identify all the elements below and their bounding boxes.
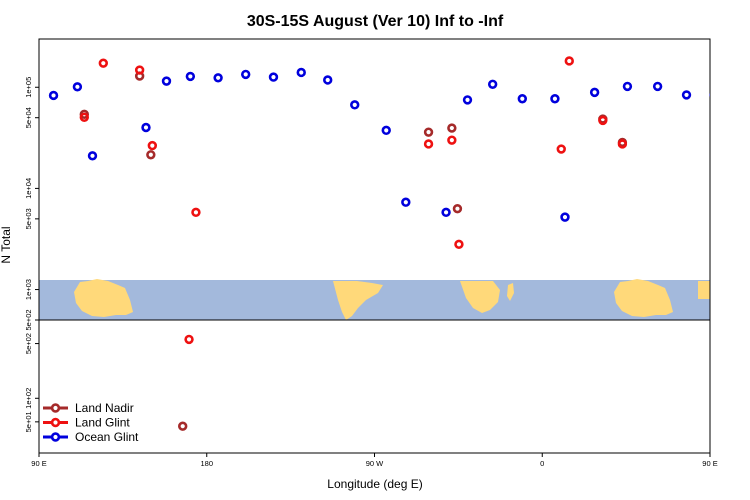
ocean-glint-point <box>381 125 391 136</box>
y-axis-upper: 5e+02 1e+03 5e+03 1e+04 5e+04 1e+05 <box>24 77 39 331</box>
land-glint-point <box>454 239 464 250</box>
ocean-glint-point <box>48 90 59 101</box>
land-glint-point <box>556 144 566 154</box>
x-axis-label: Longitude (deg E) <box>327 477 422 491</box>
y-axis-label: N Total <box>0 226 13 263</box>
land-glint-point <box>447 135 457 145</box>
ocean-glint-point <box>589 87 600 98</box>
x-tick-label: 90 W <box>366 459 384 468</box>
ocean-glint-point <box>185 71 196 82</box>
ocean-glint-point <box>401 197 411 207</box>
legend-swatch-marker <box>50 432 61 442</box>
land-glint-point <box>79 112 89 122</box>
y-tick-label: 1e+02 <box>24 388 33 409</box>
x-tick-label: 180 <box>200 459 213 468</box>
ocean-glint-point <box>141 122 151 133</box>
land-glint-point <box>184 334 194 345</box>
ocean-glint-point <box>652 81 663 92</box>
land-glint-point <box>598 115 608 126</box>
ocean-glint-point <box>737 83 744 90</box>
y-axis-lower: 5e+01 1e+02 5e+02 <box>24 333 39 432</box>
land-glint-point <box>134 65 145 75</box>
y-tick-label: 5e+01 <box>24 411 33 432</box>
land-nadir-point <box>423 127 434 137</box>
ocean-glint-point <box>709 93 710 97</box>
ocean-glint-point <box>517 94 528 104</box>
land-nadir-point <box>452 204 463 214</box>
ocean-glint-point <box>296 67 306 78</box>
map-background <box>39 279 710 320</box>
land-nadir-point <box>146 150 156 160</box>
ocean-glint-point <box>161 76 172 86</box>
ocean-glint-point <box>268 72 279 82</box>
land-glint-point <box>98 58 109 68</box>
points-upper <box>48 56 744 250</box>
lower-panel-frame <box>38 319 711 454</box>
points-lower <box>178 334 194 431</box>
ocean-glint-point <box>462 95 473 105</box>
y-tick-label: 5e+02 <box>24 333 33 354</box>
y-tick-label: 5e+03 <box>24 208 33 229</box>
x-tick-label: 90 E <box>31 459 46 468</box>
legend-label: Ocean Glint <box>75 430 139 444</box>
ocean-glint-point <box>550 94 560 104</box>
land-glint-point <box>191 207 201 218</box>
y-tick-label: 1e+04 <box>24 178 33 199</box>
legend-label: Land Glint <box>75 416 130 430</box>
ocean-glint-point <box>323 75 333 85</box>
y-tick-label: 5e+02 <box>24 309 33 330</box>
y-tick-label: 5e+04 <box>24 107 33 128</box>
chart-title: 30S-15S August (Ver 10) Inf to -Inf <box>247 13 504 30</box>
land-glint-point <box>617 139 628 149</box>
ocean-glint-point <box>441 207 451 218</box>
legend-label: Land Nadir <box>75 401 134 415</box>
y-tick-label: 1e+05 <box>24 77 33 98</box>
ocean-glint-point <box>213 73 223 83</box>
land-glint-point <box>564 56 574 66</box>
ocean-glint-point <box>350 100 360 110</box>
land-nadir-point <box>178 421 188 431</box>
land-glint-point <box>423 139 434 149</box>
ocean-glint-point <box>681 90 692 100</box>
upper-panel-frame <box>38 38 711 321</box>
land-nadir-point <box>447 123 457 133</box>
y-tick-label: 1e+03 <box>24 279 33 300</box>
legend-swatch-marker <box>50 403 61 413</box>
x-tick-label: 0 <box>540 459 544 468</box>
ocean-glint-point <box>622 81 633 92</box>
legend-swatch-marker <box>50 417 61 428</box>
ocean-glint-point <box>241 69 251 80</box>
land-glint-point <box>147 140 158 151</box>
ocean-glint-point <box>72 82 83 92</box>
ocean-glint-point <box>87 151 98 161</box>
x-tick-label: 90 E <box>702 459 717 468</box>
ocean-glint-point <box>487 79 498 89</box>
ocean-glint-point <box>560 212 570 222</box>
